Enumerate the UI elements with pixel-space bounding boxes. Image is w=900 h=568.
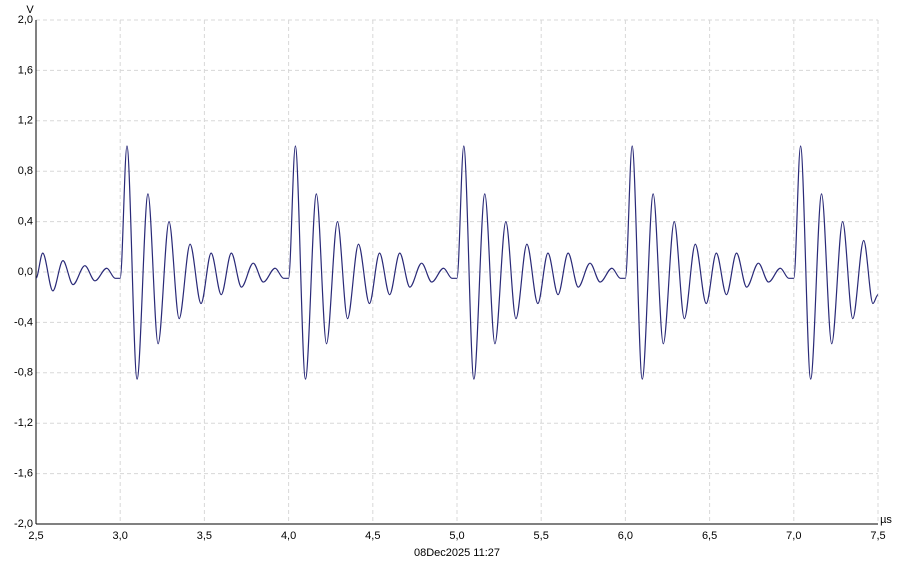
x-unit: µs	[880, 514, 892, 526]
x-tick-label: 6,0	[618, 530, 633, 542]
y-tick-label: 2,0	[18, 14, 33, 26]
x-tick-label: 6,5	[702, 530, 717, 542]
x-tick-label: 7,0	[786, 530, 801, 542]
y-tick-label: 0,8	[18, 165, 33, 177]
x-tick-label: 5,5	[534, 530, 549, 542]
y-tick-label: -2,0	[14, 518, 33, 530]
y-tick-label: 1,6	[18, 64, 33, 76]
x-tick-label: 3,5	[197, 530, 212, 542]
y-unit: V	[26, 4, 34, 16]
y-tick-label: 0,4	[18, 216, 33, 228]
x-tick-label: 4,5	[365, 530, 380, 542]
y-tick-label: 0,0	[18, 266, 33, 278]
x-tick-label: 7,5	[870, 530, 885, 542]
y-tick-label: 1,2	[18, 115, 33, 127]
x-tick-label: 3,0	[113, 530, 128, 542]
signal-trace	[35, 145, 879, 380]
y-tick-label: -1,6	[14, 468, 33, 480]
x-tick-label: 5,0	[449, 530, 464, 542]
y-tick-label: -1,2	[14, 417, 33, 429]
y-tick-label: -0,8	[14, 367, 33, 379]
x-tick-label: 4,0	[281, 530, 296, 542]
timestamp: 08Dec2025 11:27	[414, 547, 500, 559]
y-tick-label: -0,4	[14, 316, 33, 328]
x-tick-label: 2,5	[28, 530, 43, 542]
